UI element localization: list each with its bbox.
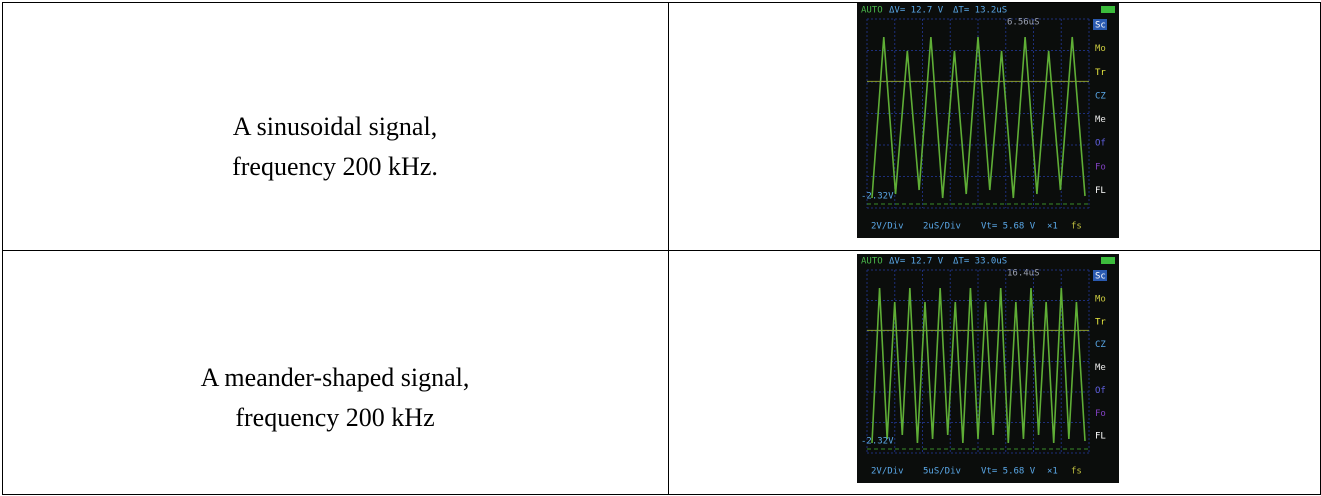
scope-menu-item: Tr [1095, 68, 1106, 78]
scope-menu-item: Mo [1095, 294, 1106, 304]
text-line: A sinusoidal signal, [232, 112, 438, 141]
scope-delta-t: ΔT= 13.2uS [953, 6, 1007, 16]
scope-menu-item: Of [1095, 139, 1106, 149]
scope-menu-item: FL [1095, 432, 1106, 442]
scope-tdiv: 2uS/Div [923, 222, 961, 232]
scope-marker: 16.4uS [1007, 269, 1040, 279]
scope-menu-item: FL [1095, 186, 1106, 196]
scope-menu-item: Fo [1095, 162, 1106, 172]
scope-delta-t: ΔT= 33.0uS [953, 257, 1007, 267]
text-line: frequency 200 kHz. [232, 152, 438, 181]
scope-menu-item: Fo [1095, 409, 1106, 419]
scope-delta-v: ΔV= 12.7 V [889, 6, 944, 16]
scope-vdiv: 2V/Div [871, 222, 904, 232]
battery-icon [1101, 257, 1115, 264]
scope-vdiv: 2V/Div [871, 467, 904, 477]
scope-fs: fs [1071, 222, 1082, 232]
menu-highlight [1093, 270, 1107, 281]
scope-menu-item: Sc [1095, 272, 1106, 282]
scope-menu-item: Tr [1095, 317, 1106, 327]
scope-fs: fs [1071, 467, 1082, 477]
scope-menu-item: Me [1095, 363, 1106, 373]
scope-level: -2.32V [861, 437, 894, 447]
waveform [871, 287, 1086, 444]
scope-mult: ×1 [1047, 467, 1058, 477]
scope-menu-item: Of [1095, 386, 1106, 396]
description: A meander-shaped signal, frequency 200 k… [2, 358, 668, 438]
waveform [871, 36, 1086, 199]
scope-menu-item: Mo [1095, 44, 1106, 54]
screen-background [857, 254, 1119, 483]
scope-marker: 6.56uS [1007, 18, 1040, 28]
scope-menu-item: Me [1095, 115, 1106, 125]
scope-mode: AUTO [861, 6, 883, 16]
scope-vt: Vt= 5.68 V [981, 467, 1036, 477]
scope-vt: Vt= 5.68 V [981, 222, 1036, 232]
scope-mode: AUTO [861, 257, 883, 267]
scope-menu-item: Sc [1095, 21, 1106, 31]
scope-tdiv: 5uS/Div [923, 467, 961, 477]
scope-mult: ×1 [1047, 222, 1058, 232]
scope-level: -2.32V [861, 192, 894, 202]
text-line: A meander-shaped signal, [200, 363, 470, 392]
description: A sinusoidal signal, frequency 200 kHz. [2, 107, 668, 187]
text-line: frequency 200 kHz [235, 403, 435, 432]
battery-icon [1101, 6, 1115, 13]
screen-background [857, 3, 1119, 238]
menu-highlight [1093, 19, 1107, 30]
scope-delta-v: ΔV= 12.7 V [889, 257, 944, 267]
scope-menu-item: CZ [1095, 91, 1106, 101]
scope-menu-item: CZ [1095, 340, 1106, 350]
